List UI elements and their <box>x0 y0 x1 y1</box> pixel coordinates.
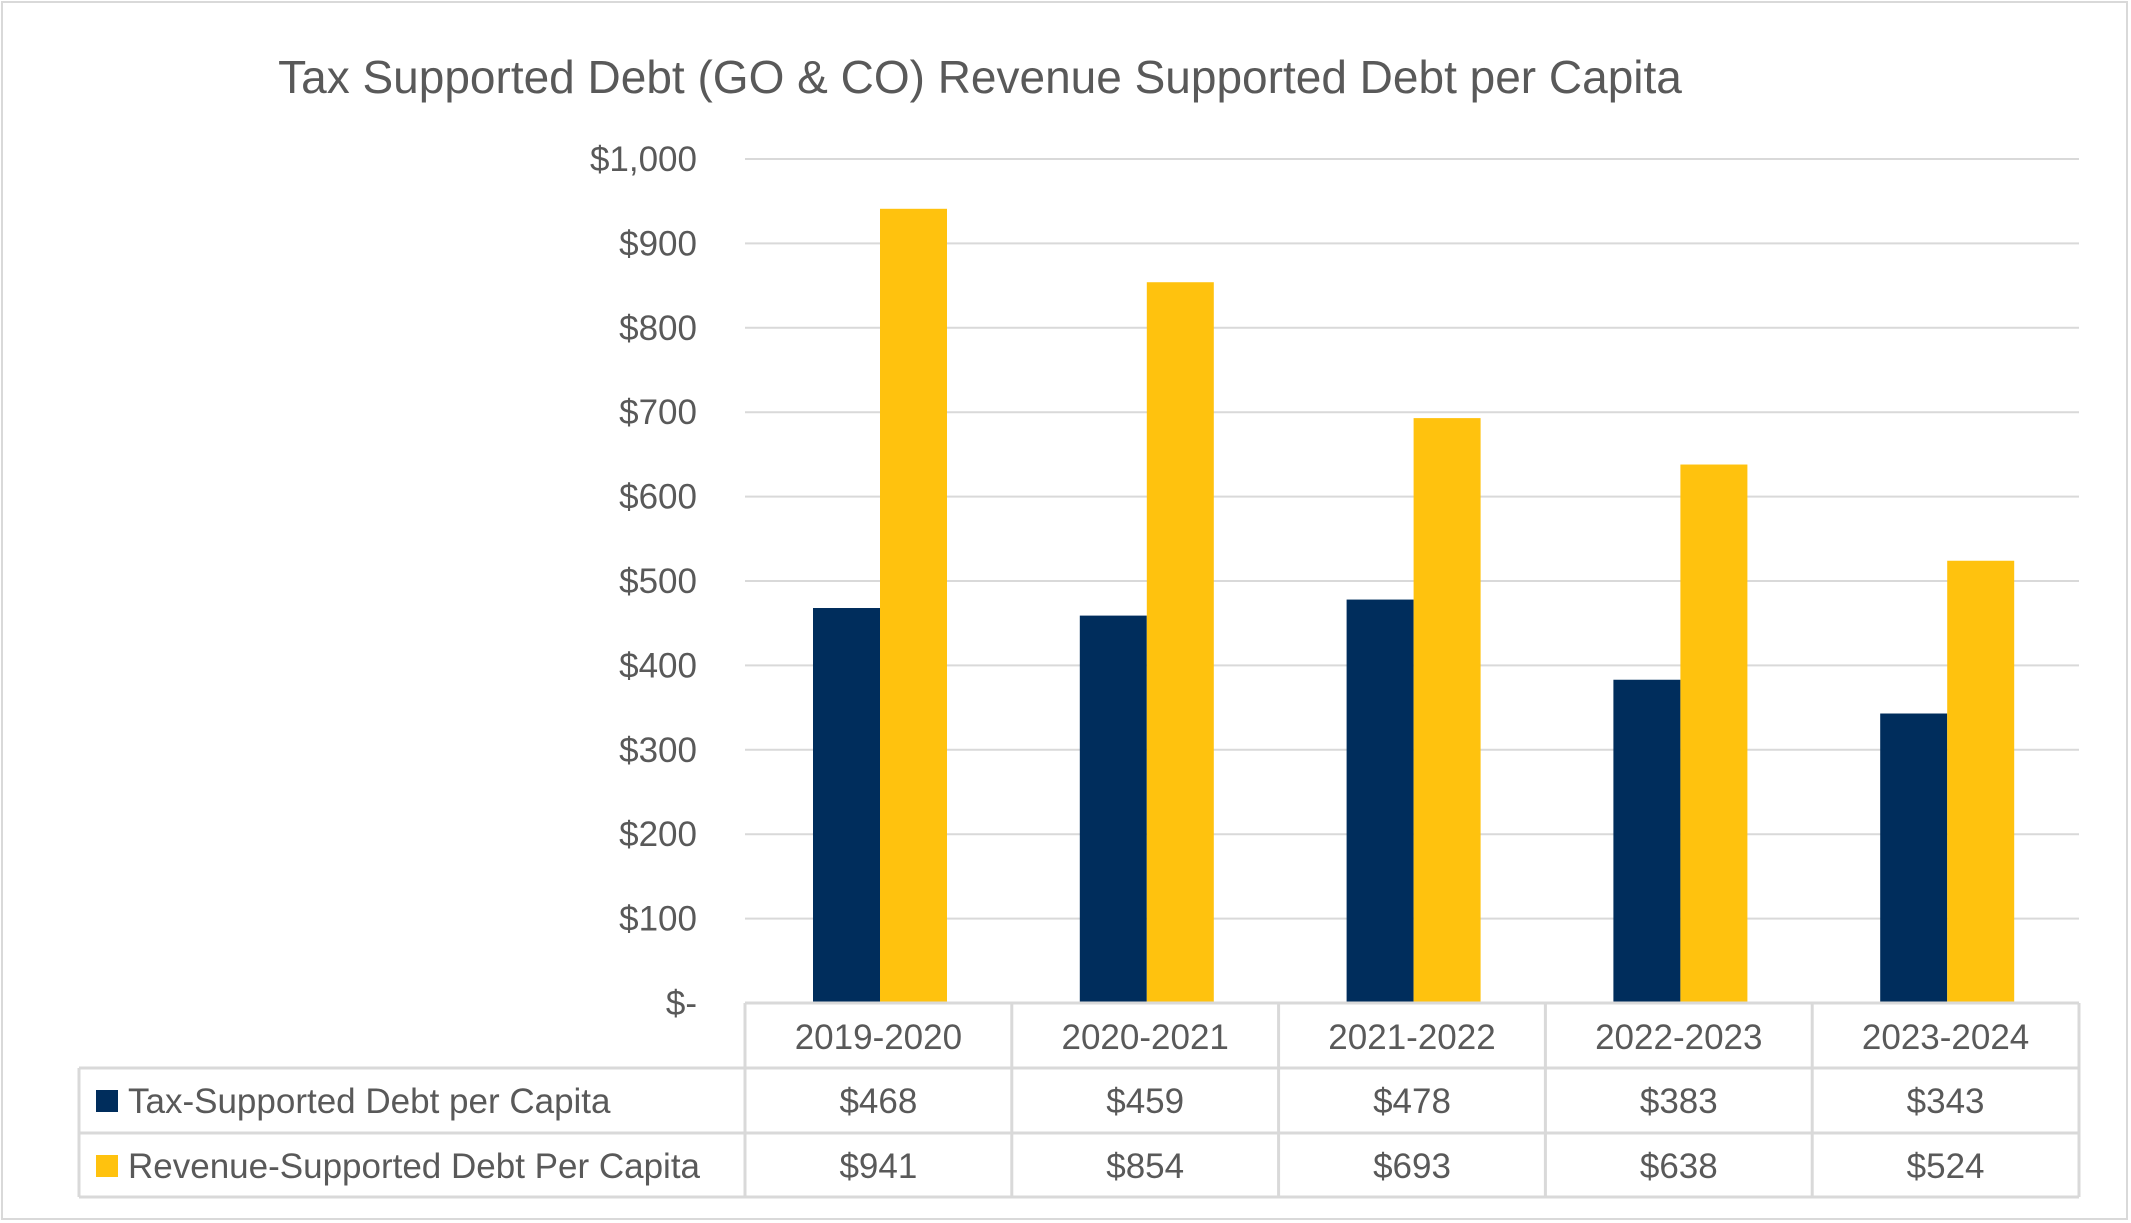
legend-swatch-revenue <box>96 1155 118 1177</box>
y-tick-label: $100 <box>619 900 697 939</box>
y-tick-label: $800 <box>619 309 697 348</box>
data-label: $524 <box>1907 1147 1985 1186</box>
category-label: 2021-2022 <box>1328 1018 1495 1057</box>
chart-title: Tax Supported Debt (GO & CO) Revenue Sup… <box>278 51 1682 103</box>
category-label: 2023-2024 <box>1862 1018 2029 1057</box>
y-tick-label: $400 <box>619 646 697 685</box>
bar-tax <box>1880 713 1948 1003</box>
y-tick-label: $700 <box>619 393 697 432</box>
data-label: $343 <box>1907 1082 1985 1121</box>
bar-tax <box>813 608 880 1003</box>
y-tick-label: $900 <box>619 224 697 263</box>
data-label: $941 <box>839 1147 917 1186</box>
bar-revenue <box>880 208 947 1003</box>
y-tick-label: $500 <box>619 562 697 601</box>
y-tick-label: $- <box>666 984 697 1023</box>
data-label: $638 <box>1640 1147 1718 1186</box>
y-tick-label: $300 <box>619 731 697 770</box>
bar-revenue <box>1146 282 1214 1003</box>
bar-tax <box>1613 679 1681 1003</box>
legend-label: Tax-Supported Debt per Capita <box>128 1082 611 1121</box>
y-tick-label: $600 <box>619 478 697 517</box>
data-label: $468 <box>839 1082 917 1121</box>
data-label: $693 <box>1373 1147 1451 1186</box>
legend-swatch-tax <box>96 1090 118 1112</box>
bar-revenue <box>1413 418 1481 1003</box>
data-label: $854 <box>1106 1147 1184 1186</box>
data-label: $383 <box>1640 1082 1718 1121</box>
data-label: $459 <box>1106 1082 1184 1121</box>
category-label: 2019-2020 <box>795 1018 962 1057</box>
bar-revenue <box>1947 560 2015 1003</box>
bar-tax <box>1079 615 1147 1003</box>
y-tick-label: $200 <box>619 815 697 854</box>
category-label: 2022-2023 <box>1595 1018 1762 1057</box>
category-label: 2020-2021 <box>1062 1018 1229 1057</box>
y-tick-label: $1,000 <box>590 140 697 179</box>
bar-revenue <box>1680 464 1748 1003</box>
bar-tax <box>1346 599 1414 1003</box>
legend-label: Revenue-Supported Debt Per Capita <box>128 1147 701 1186</box>
data-label: $478 <box>1373 1082 1451 1121</box>
